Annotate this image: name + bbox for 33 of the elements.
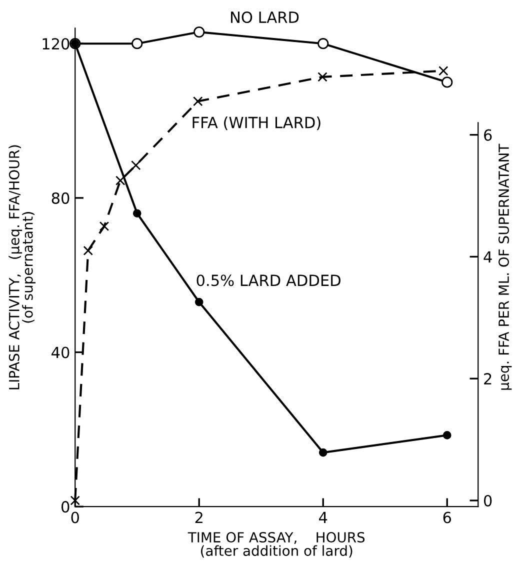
point bbox=[131, 160, 141, 170]
point bbox=[438, 66, 448, 76]
point bbox=[318, 448, 328, 457]
point bbox=[194, 26, 205, 38]
y-tick-label: 40 bbox=[52, 346, 70, 358]
y2-tick-label: 0 bbox=[484, 494, 492, 506]
point bbox=[116, 176, 126, 186]
x-tick-label: 6 bbox=[443, 512, 452, 524]
point bbox=[318, 38, 329, 50]
y-tick-label: 0 bbox=[62, 501, 70, 513]
point bbox=[83, 246, 93, 256]
x-tick-label: 2 bbox=[195, 512, 202, 524]
point bbox=[442, 76, 453, 88]
y-tick-label: 80 bbox=[52, 192, 70, 204]
series-label: NO LARD bbox=[231, 11, 299, 24]
series-label: FFA (WITH LARD) bbox=[192, 116, 320, 130]
point bbox=[318, 72, 328, 82]
y2-tick-label: 6 bbox=[484, 129, 492, 141]
y-axis-title: LIPASE ACTIVITY, (μeq. FFA/HOUR) (of supernatant) bbox=[8, 145, 36, 390]
point bbox=[194, 298, 204, 306]
x-axis-title: TIME OF ASSAY, HOURS (after addition of lard) bbox=[188, 532, 365, 558]
point bbox=[442, 431, 452, 440]
y2-tick-label: 4 bbox=[484, 251, 492, 263]
point bbox=[132, 209, 142, 218]
point bbox=[132, 38, 143, 50]
point bbox=[99, 221, 110, 232]
x-tick-label: 4 bbox=[319, 512, 328, 524]
x-tick-label: 0 bbox=[71, 512, 79, 524]
y2-tick-label: 2 bbox=[484, 373, 492, 384]
point bbox=[193, 96, 203, 106]
y-tick-label: 120 bbox=[42, 38, 70, 50]
y2-axis-title: μeq. FFA PER ML. OF SUPERNATANT bbox=[498, 144, 512, 390]
series-label: 0.5% LARD ADDED bbox=[196, 274, 340, 286]
